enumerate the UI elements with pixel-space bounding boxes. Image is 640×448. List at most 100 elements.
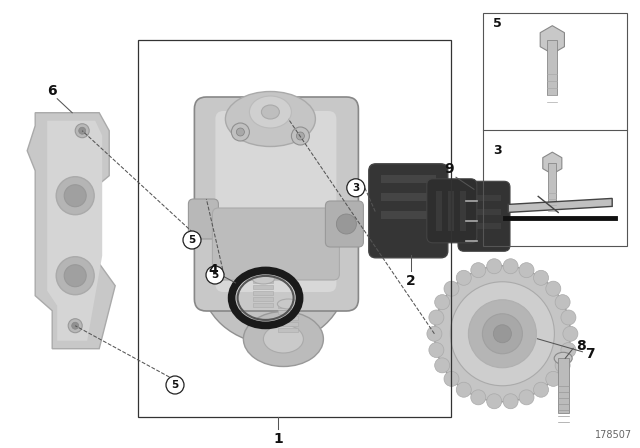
Circle shape [183, 231, 201, 249]
Ellipse shape [261, 105, 280, 119]
Ellipse shape [243, 311, 323, 366]
Circle shape [486, 259, 502, 274]
Circle shape [206, 266, 224, 284]
Circle shape [468, 300, 536, 368]
Bar [253, 279, 273, 283]
Circle shape [72, 322, 79, 329]
Bar [558, 358, 569, 414]
Bar [278, 310, 298, 314]
Polygon shape [508, 198, 612, 212]
Ellipse shape [277, 299, 300, 309]
Circle shape [166, 376, 184, 394]
Text: 3: 3 [493, 144, 502, 157]
Circle shape [563, 326, 578, 341]
Text: 2: 2 [406, 274, 415, 288]
Text: 178507: 178507 [595, 430, 632, 440]
Ellipse shape [206, 134, 331, 264]
Circle shape [291, 127, 309, 145]
Text: 9: 9 [444, 162, 454, 176]
Circle shape [76, 124, 89, 138]
Bar [278, 322, 298, 326]
Bar [253, 285, 273, 289]
Bar [253, 297, 273, 301]
Text: 6: 6 [47, 84, 57, 98]
Circle shape [503, 394, 518, 409]
Circle shape [444, 281, 459, 296]
FancyBboxPatch shape [188, 199, 218, 239]
Circle shape [427, 326, 442, 341]
Bar [467, 209, 501, 215]
FancyBboxPatch shape [427, 179, 477, 243]
Circle shape [561, 343, 576, 358]
Circle shape [232, 123, 250, 141]
Text: 1: 1 [273, 431, 284, 446]
Ellipse shape [56, 177, 94, 215]
Text: 4: 4 [209, 263, 218, 277]
Text: 5: 5 [172, 380, 179, 390]
Text: 7: 7 [586, 347, 595, 361]
Circle shape [471, 263, 486, 278]
Circle shape [546, 281, 561, 296]
Circle shape [555, 358, 570, 373]
Circle shape [296, 132, 305, 140]
Bar [460, 191, 466, 231]
Circle shape [534, 270, 548, 285]
Bar [381, 193, 436, 201]
Circle shape [435, 358, 450, 373]
Text: 5: 5 [211, 270, 219, 280]
Circle shape [451, 282, 554, 386]
Circle shape [435, 266, 570, 402]
Circle shape [347, 179, 365, 197]
Bar [548, 163, 556, 205]
Circle shape [236, 128, 244, 136]
Bar [436, 191, 442, 231]
Text: 8: 8 [577, 339, 586, 353]
Bar [253, 291, 273, 295]
Polygon shape [28, 113, 115, 349]
Bar [278, 328, 298, 332]
FancyBboxPatch shape [458, 181, 510, 251]
Ellipse shape [252, 274, 275, 284]
Bar [278, 316, 298, 320]
Circle shape [486, 394, 502, 409]
Ellipse shape [56, 257, 94, 295]
Text: 5: 5 [493, 17, 502, 30]
Circle shape [429, 310, 444, 325]
Circle shape [503, 259, 518, 274]
FancyBboxPatch shape [369, 164, 448, 258]
Ellipse shape [554, 352, 572, 364]
Bar [467, 223, 501, 229]
Circle shape [444, 371, 459, 386]
FancyBboxPatch shape [216, 111, 337, 292]
Circle shape [429, 343, 444, 358]
Bar [381, 175, 436, 183]
Bar [138, 40, 451, 417]
Circle shape [456, 382, 471, 397]
Ellipse shape [250, 96, 291, 128]
Circle shape [68, 319, 82, 333]
Ellipse shape [64, 265, 86, 287]
Ellipse shape [264, 325, 303, 353]
Text: 5: 5 [188, 235, 196, 245]
Ellipse shape [201, 214, 346, 344]
FancyBboxPatch shape [325, 201, 364, 247]
Circle shape [561, 310, 576, 325]
Circle shape [546, 371, 561, 386]
Circle shape [493, 325, 511, 343]
Circle shape [534, 382, 548, 397]
Ellipse shape [225, 91, 316, 146]
Bar [467, 195, 501, 201]
Ellipse shape [64, 185, 86, 207]
Circle shape [471, 390, 486, 405]
Circle shape [483, 314, 522, 354]
Bar [547, 40, 557, 95]
FancyBboxPatch shape [212, 208, 339, 280]
Circle shape [555, 295, 570, 310]
Circle shape [435, 295, 450, 310]
FancyBboxPatch shape [195, 97, 358, 311]
Text: 3: 3 [352, 183, 360, 193]
Bar [381, 211, 436, 219]
Polygon shape [47, 121, 102, 341]
Circle shape [519, 263, 534, 278]
Bar [448, 191, 454, 231]
